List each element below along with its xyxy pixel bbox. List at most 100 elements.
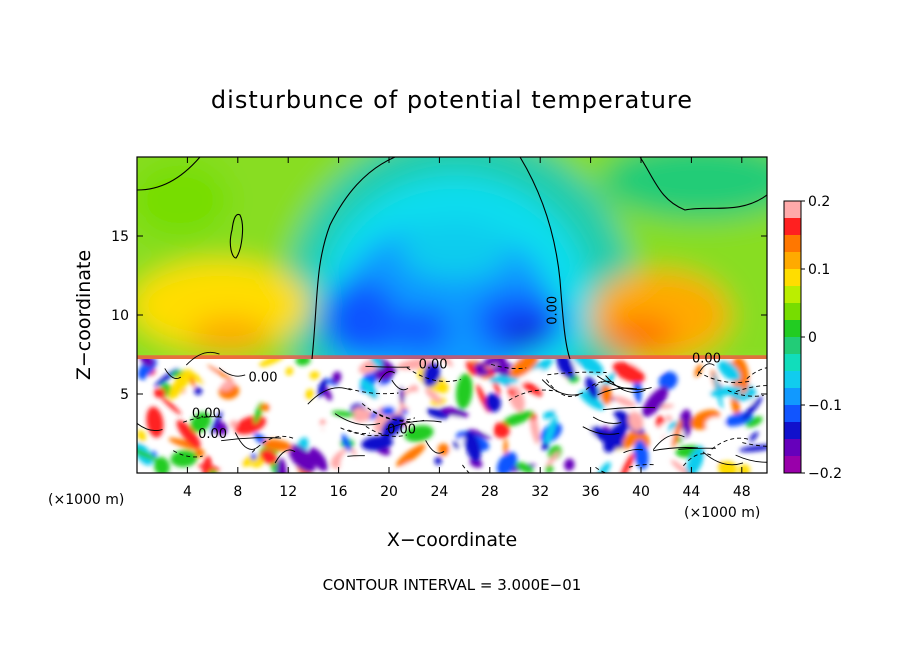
colorbar-tick-label: −0.1 [808, 398, 842, 414]
colorbar-swatch [784, 388, 801, 406]
lower-contour [365, 365, 410, 368]
x-tick-label: 4 [183, 484, 192, 500]
x-tick-label: 12 [279, 484, 297, 500]
chart-title: disturbunce of potential temperature [210, 86, 694, 114]
lower-contour [137, 423, 163, 432]
upper-field-region [137, 157, 767, 359]
x-tick-label: 40 [632, 484, 650, 500]
y-tick-label: 5 [120, 387, 129, 403]
lower-contour [425, 440, 445, 454]
lower-contour [547, 371, 607, 376]
contour-label: 0.00 [249, 370, 278, 385]
lower-contour [628, 464, 657, 468]
colorbar-swatch [784, 354, 801, 372]
lower-contour [735, 385, 767, 393]
temperature-field [137, 157, 767, 473]
lower-contour [727, 389, 764, 397]
y-tick-label: 15 [111, 229, 129, 245]
y-axis-label: Z−coordinate [73, 250, 95, 380]
colorbar: 0.2 0.1 0 −0.1 −0.2 [783, 194, 842, 482]
lower-contour [347, 455, 365, 457]
lower-contour [372, 410, 425, 423]
lower-contour [307, 387, 351, 405]
colorbar-swatch [784, 320, 801, 338]
lower-contour [490, 363, 527, 369]
lower-contour [595, 466, 608, 473]
contour-label: 0.00 [419, 358, 448, 373]
lower-contour [340, 427, 390, 437]
x-tick-label: 48 [733, 484, 751, 500]
colorbar-swatch [784, 269, 801, 287]
colorbar-tick-label: −0.2 [808, 466, 842, 482]
lower-contour [746, 367, 767, 380]
colorbar-swatch [784, 218, 801, 236]
colorbar-swatch [784, 439, 801, 457]
lower-contour [582, 426, 620, 435]
colorbar-swatch [784, 405, 801, 423]
lower-contour [182, 416, 224, 423]
lower-contour [742, 442, 767, 447]
x-tick-label: 8 [233, 484, 242, 500]
colorbar-swatch [784, 422, 801, 440]
lower-contour [696, 363, 715, 377]
lower-contour [592, 416, 622, 424]
lower-contour [711, 437, 751, 450]
contour-interval-note: CONTOUR INTERVAL = 3.000E−01 [322, 576, 582, 594]
lower-contour [652, 447, 699, 452]
lower-contour [462, 464, 470, 473]
y-tick-label: 10 [111, 308, 129, 324]
lower-contour [702, 451, 744, 466]
x-tick-label: 28 [481, 484, 499, 500]
x-tick-label: 44 [682, 484, 700, 500]
lower-contour [251, 435, 295, 453]
lower-contour [585, 380, 615, 390]
lower-contour [623, 449, 643, 454]
colorbar-swatch [784, 456, 801, 474]
lower-contour [597, 387, 638, 396]
colorbar-swatch [784, 201, 801, 219]
lower-contour [234, 432, 258, 450]
x-axis-label: X−coordinate [387, 529, 517, 551]
zero-contour [137, 157, 201, 191]
lower-contour [594, 380, 613, 387]
lower-contour [348, 429, 370, 434]
lower-contour [221, 437, 282, 442]
lower-contour [546, 379, 581, 397]
lower-contour [365, 425, 407, 437]
contour-label: 0.00 [198, 427, 227, 442]
zero-contour [311, 157, 396, 360]
x-tick-label: 20 [380, 484, 398, 500]
x-axis: 4 8 12 16 20 24 28 32 36 40 44 48 [183, 157, 751, 500]
lower-contour [596, 375, 652, 390]
lower-contour [683, 453, 712, 467]
lower-contour [218, 367, 246, 377]
lower-contour [391, 379, 409, 391]
zero-contour [229, 213, 244, 259]
x-unit-label-right: (×1000 m) [684, 505, 760, 521]
lower-contour [274, 449, 296, 464]
contour-label: 0.00 [192, 407, 221, 422]
lower-contour [334, 413, 381, 426]
colorbar-swatch [784, 252, 801, 270]
colorbar-tick-label: 0 [808, 330, 817, 346]
contour-labels: 0.00 0.00 0.00 0.00 0.00 0.00 0.00 [192, 296, 721, 442]
contour-label: 0.00 [692, 351, 721, 366]
contour-lines [137, 157, 767, 473]
lower-contour [735, 454, 767, 463]
colorbar-swatch [784, 303, 801, 321]
lower-contour [378, 371, 396, 383]
colorbar-swatch [784, 337, 801, 355]
lower-contour [508, 389, 557, 401]
colorbar-swatch [784, 371, 801, 389]
x-tick-label: 36 [582, 484, 600, 500]
x-unit-label-left: (×1000 m) [48, 492, 124, 508]
lower-contour [697, 371, 751, 384]
colorbar-swatch [784, 235, 801, 253]
lower-contour [185, 351, 220, 366]
colorbar-tick-label: 0.1 [808, 262, 830, 278]
lower-contour [406, 367, 461, 382]
contour-label: 0.00 [387, 423, 416, 438]
x-tick-label: 32 [531, 484, 549, 500]
colorbar-swatch [784, 286, 801, 304]
